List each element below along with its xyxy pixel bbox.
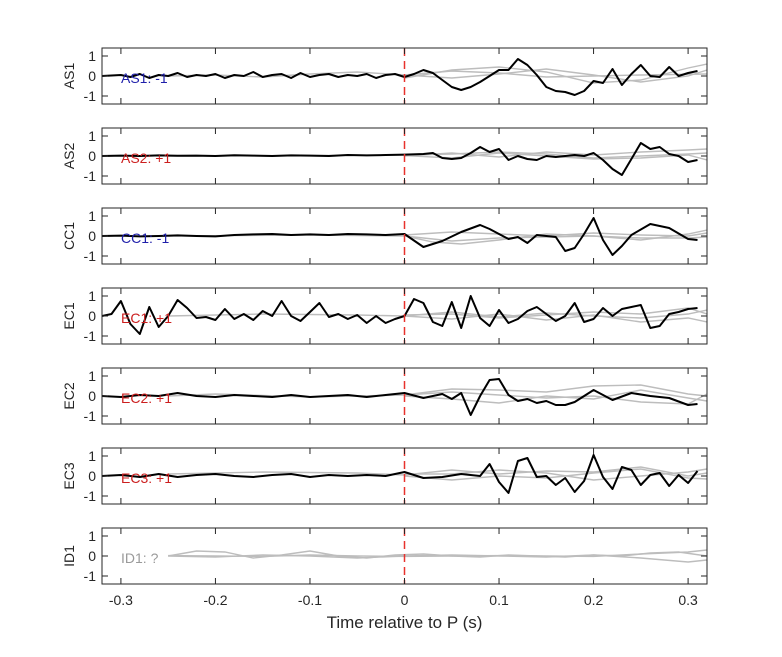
- y-tick-label: -1: [84, 248, 97, 264]
- reference-trace: [168, 466, 707, 477]
- y-tick-label: -1: [84, 568, 97, 584]
- y-axis-label: ID1: [61, 545, 77, 567]
- x-tick-label: -0.3: [109, 592, 133, 608]
- x-tick-label: 0.3: [678, 592, 698, 608]
- panel-ec2: -1 0 1 EC2 EC2: +1: [61, 367, 708, 425]
- y-tick-label: -1: [84, 488, 97, 504]
- y-tick-label: 0: [88, 148, 96, 164]
- y-tick-label: 1: [88, 128, 96, 144]
- polarity-label: EC1: +1: [121, 310, 172, 326]
- polarity-label: EC3: +1: [121, 470, 172, 486]
- station-trace: [102, 378, 698, 416]
- y-axis-label: EC1: [61, 302, 77, 329]
- y-tick-label: 0: [88, 68, 96, 84]
- y-axis-label: AS1: [61, 63, 77, 90]
- y-tick-label: 0: [88, 228, 96, 244]
- y-axis-label: EC2: [61, 382, 77, 409]
- y-tick-label: 0: [88, 388, 96, 404]
- y-tick-label: 0: [88, 468, 96, 484]
- polarity-label: CC1: -1: [121, 230, 169, 246]
- x-axis-title: Time relative to P (s): [327, 613, 483, 632]
- y-tick-label: -1: [84, 168, 97, 184]
- station-trace: [102, 142, 698, 176]
- y-tick-label: -1: [84, 328, 97, 344]
- x-tick-label: 0.2: [584, 592, 604, 608]
- polarity-label: AS2: +1: [121, 150, 171, 166]
- station-trace: [102, 58, 698, 96]
- y-axis-label: AS2: [61, 143, 77, 170]
- polarity-label: EC2: +1: [121, 390, 172, 406]
- y-tick-label: 1: [88, 448, 96, 464]
- reference-trace: [404, 313, 707, 323]
- panel-ec3: -1 0 1 EC3 EC3: +1: [61, 447, 708, 505]
- reference-trace: [404, 68, 707, 83]
- reference-trace: [168, 554, 707, 563]
- y-tick-label: 1: [88, 288, 96, 304]
- panel-cc1: -1 0 1 CC1 CC1: -1: [61, 207, 708, 265]
- reference-trace: [168, 309, 707, 319]
- y-tick-label: 0: [88, 308, 96, 324]
- y-axis-label: EC3: [61, 462, 77, 489]
- reference-trace: [404, 307, 707, 319]
- station-trace: [102, 454, 699, 494]
- y-axis-label: CC1: [61, 222, 77, 250]
- reference-trace: [404, 63, 707, 84]
- reference-trace: [404, 148, 707, 158]
- y-tick-label: 1: [88, 368, 96, 384]
- panel-ec1: -1 0 1 EC1 EC1: +1: [61, 287, 708, 345]
- station-trace: [102, 217, 698, 256]
- reference-trace: [404, 391, 707, 405]
- station-trace: [102, 295, 698, 335]
- panel-as1: -1 0 1 AS1 AS1: -1: [61, 47, 708, 105]
- reference-trace: [168, 549, 707, 558]
- polarity-label: AS1: -1: [121, 70, 168, 86]
- y-tick-label: -1: [84, 408, 97, 424]
- x-tick-label: 0: [401, 592, 409, 608]
- y-tick-label: 1: [88, 208, 96, 224]
- y-tick-label: 0: [88, 548, 96, 564]
- x-tick-label: -0.2: [203, 592, 227, 608]
- x-tick-label: -0.1: [298, 592, 322, 608]
- polarity-label: ID1: ?: [121, 550, 159, 566]
- y-tick-label: -1: [84, 88, 97, 104]
- y-tick-label: 1: [88, 528, 96, 544]
- panel-as2: -1 0 1 AS2 AS2: +1: [61, 127, 708, 185]
- x-tick-label: 0.1: [489, 592, 509, 608]
- y-tick-label: 1: [88, 48, 96, 64]
- panel-id1: -1 0 1 ID1 ID1: ?: [61, 527, 708, 585]
